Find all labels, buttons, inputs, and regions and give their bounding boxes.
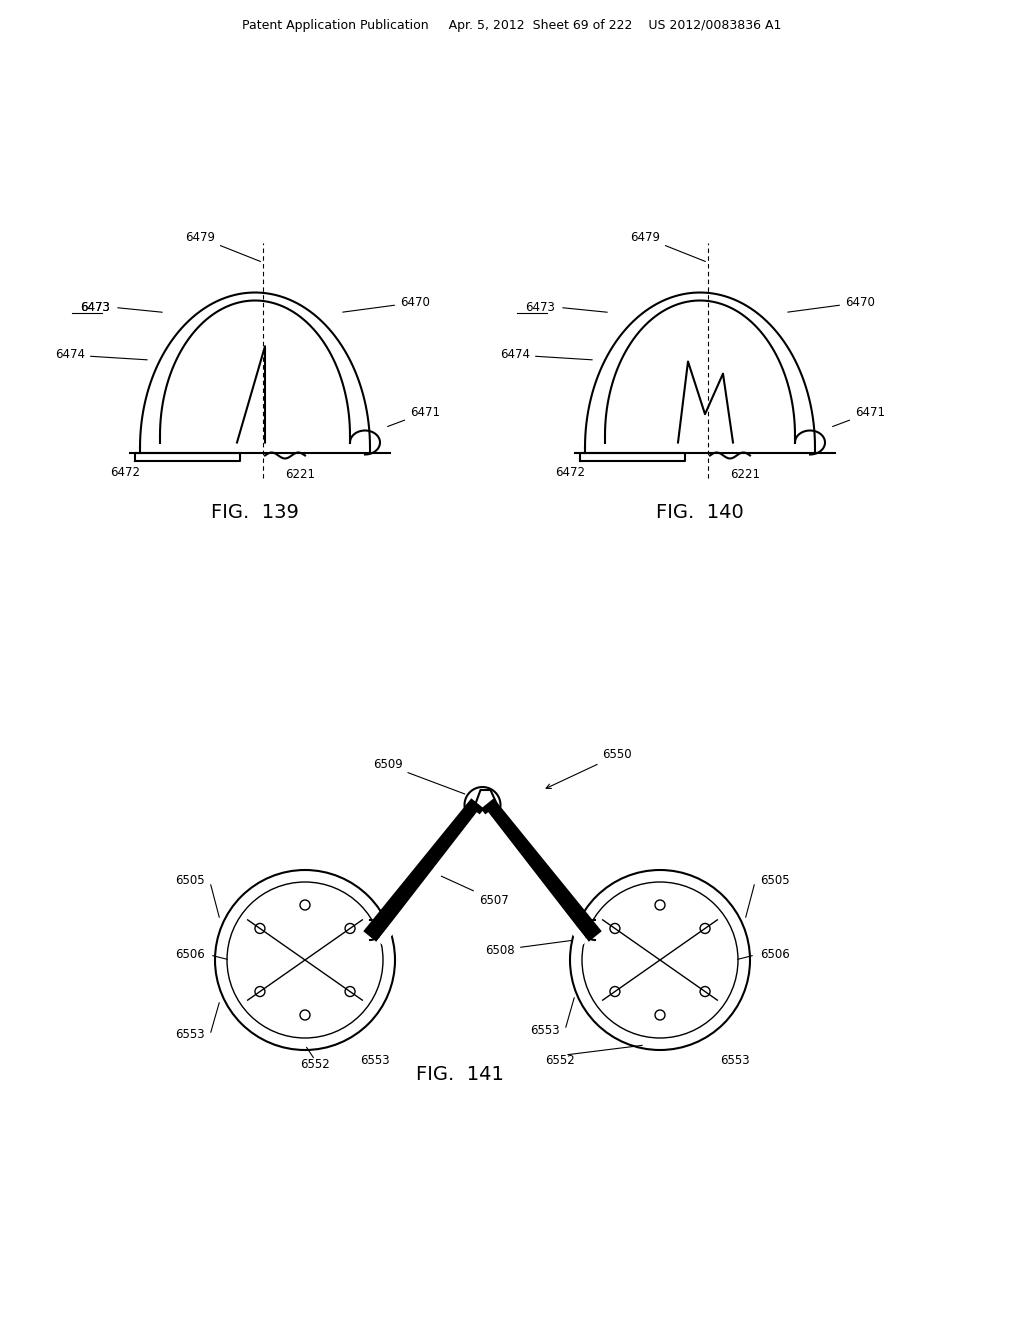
Text: 6479: 6479 bbox=[630, 231, 706, 261]
Text: 6508: 6508 bbox=[485, 940, 572, 957]
Text: 6473: 6473 bbox=[80, 301, 110, 314]
Text: 6506: 6506 bbox=[175, 949, 205, 961]
Text: 6473: 6473 bbox=[80, 301, 110, 314]
Text: 6221: 6221 bbox=[730, 469, 760, 480]
Text: 6221: 6221 bbox=[285, 469, 315, 480]
Text: 6472: 6472 bbox=[555, 466, 585, 479]
Text: FIG.  139: FIG. 139 bbox=[211, 503, 299, 521]
Text: 6471: 6471 bbox=[833, 407, 885, 426]
Text: Patent Application Publication     Apr. 5, 2012  Sheet 69 of 222    US 2012/0083: Patent Application Publication Apr. 5, 2… bbox=[243, 18, 781, 32]
Text: 6473: 6473 bbox=[525, 301, 555, 314]
Text: 6550: 6550 bbox=[546, 748, 632, 788]
Text: FIG.  140: FIG. 140 bbox=[656, 503, 743, 521]
Text: 6553: 6553 bbox=[360, 1053, 390, 1067]
Text: 6552: 6552 bbox=[300, 1059, 330, 1072]
Text: 6505: 6505 bbox=[760, 874, 790, 887]
Text: 6470: 6470 bbox=[343, 296, 430, 312]
Text: 6509: 6509 bbox=[373, 759, 465, 795]
Text: 6505: 6505 bbox=[175, 874, 205, 887]
Text: 6472: 6472 bbox=[110, 466, 140, 479]
Text: 6553: 6553 bbox=[720, 1053, 750, 1067]
Text: FIG.  141: FIG. 141 bbox=[416, 1065, 504, 1085]
Text: 6553: 6553 bbox=[175, 1028, 205, 1041]
Text: 6471: 6471 bbox=[388, 407, 440, 426]
Text: 6474: 6474 bbox=[55, 348, 147, 362]
Text: 6507: 6507 bbox=[441, 876, 509, 907]
Text: 6506: 6506 bbox=[760, 949, 790, 961]
Text: 6474: 6474 bbox=[500, 348, 592, 362]
Text: 6470: 6470 bbox=[787, 296, 874, 312]
Text: 6479: 6479 bbox=[185, 231, 260, 261]
Text: 6553: 6553 bbox=[530, 1023, 560, 1036]
Text: 6552: 6552 bbox=[545, 1053, 574, 1067]
